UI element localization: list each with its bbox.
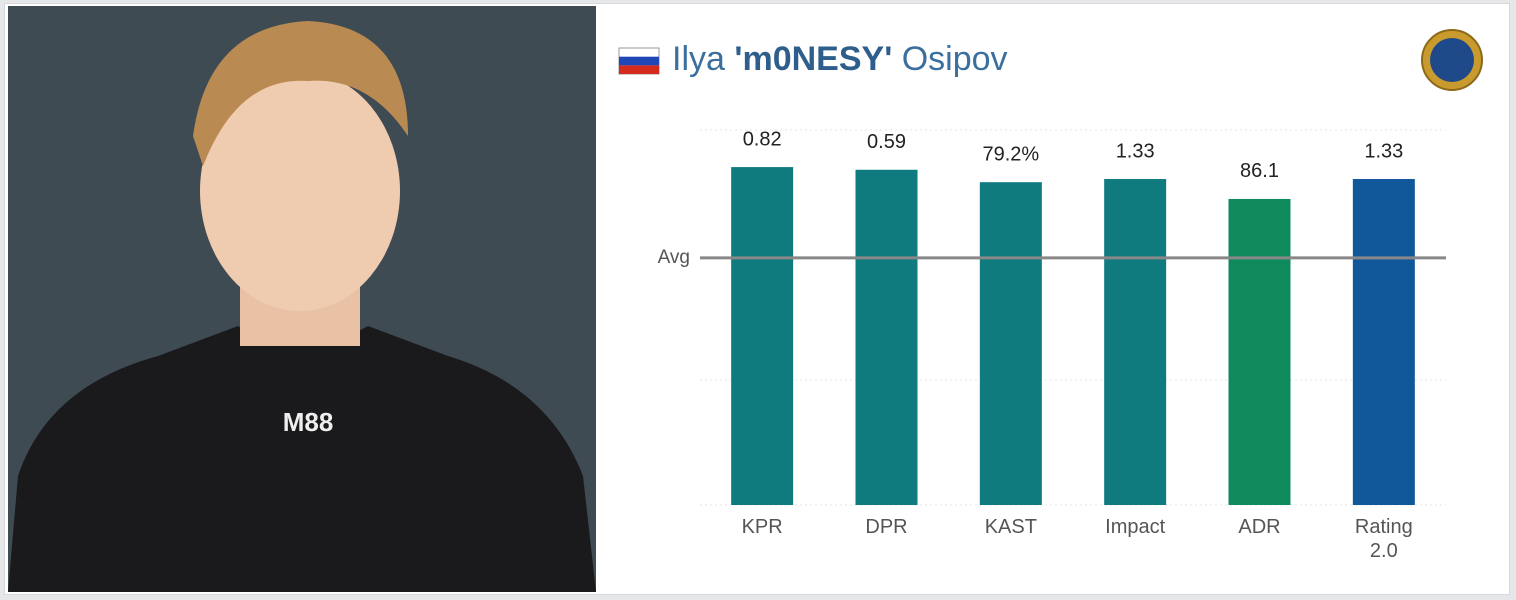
chart: 0.82 0.59 79.2% 1.33 86.1 1.33 Avg	[618, 29, 1483, 506]
last-name: Osipov	[901, 40, 1008, 78]
bar	[1104, 179, 1167, 506]
flag-stripe	[619, 65, 659, 74]
nickname: 'm0NESY'	[734, 40, 893, 78]
player-name: Ilya 'm0NESY' Osipov	[672, 40, 1008, 79]
flag-stripe	[619, 56, 659, 66]
value-label: 0.59	[867, 131, 906, 153]
bar	[855, 169, 918, 506]
bar	[1352, 179, 1415, 506]
badge-inner	[1430, 38, 1474, 82]
bar	[1228, 198, 1291, 506]
category-label: ADR	[1238, 516, 1281, 538]
shirt	[8, 326, 596, 592]
category-label: Impact	[1105, 516, 1166, 538]
value-label: 1.33	[1364, 140, 1403, 162]
value-label: 1.33	[1116, 140, 1155, 162]
category-label: DPR	[865, 516, 908, 538]
player-photo: M88	[8, 6, 596, 592]
value-label: 86.1	[1240, 160, 1279, 182]
value-label: 79.2%	[982, 143, 1039, 165]
shirt-logo: M88	[283, 407, 334, 437]
bar	[979, 182, 1042, 505]
hair	[193, 21, 408, 166]
face	[200, 71, 400, 311]
average-label: Avg	[658, 247, 690, 268]
first-name: Ilya	[672, 40, 725, 78]
bar	[731, 167, 794, 506]
category-label: KPR	[741, 516, 783, 538]
category-label: KAST	[984, 516, 1037, 538]
category-label: Rating 2.0	[1354, 516, 1413, 562]
value-label: 0.82	[743, 128, 782, 150]
